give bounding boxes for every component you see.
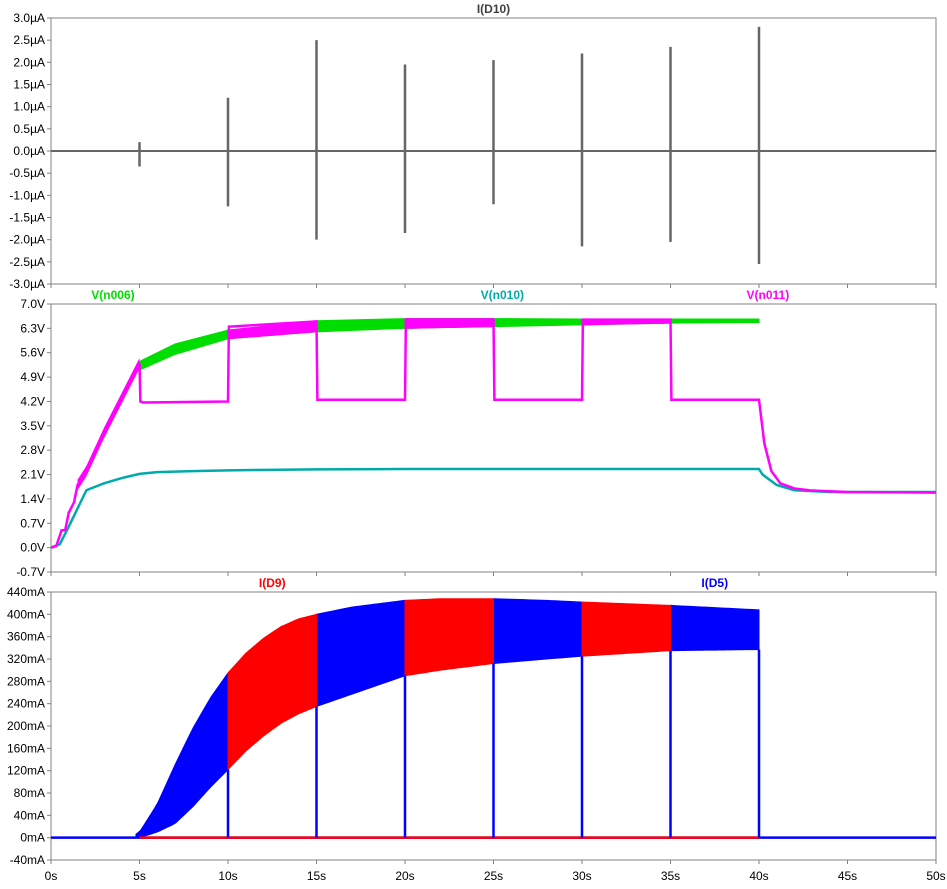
y-tick-label: 5.6V (20, 346, 45, 360)
series-i-d9-band (581, 601, 671, 657)
legend-entry: V(n011) (747, 288, 790, 302)
y-tick-label: 2.8V (20, 443, 45, 457)
x-tick-label: 5s (133, 869, 146, 883)
plot-area (51, 318, 936, 549)
y-tick-label: -2.0µA (9, 233, 45, 247)
y-tick-label: 3.0µA (13, 11, 45, 25)
x-tick-label: 25s (484, 869, 503, 883)
y-tick-label: 3.5V (20, 419, 45, 433)
legend-entry: V(n006) (91, 288, 134, 302)
y-tick-label: 400mA (7, 607, 45, 621)
y-tick-label: 0.7V (20, 516, 45, 530)
y-tick-label: -40mA (10, 853, 45, 867)
y-tick-label: 440mA (7, 585, 45, 599)
y-tick-label: 1.5µA (13, 78, 45, 92)
series-i-d5-band (670, 604, 760, 652)
y-tick-label: -1.0µA (9, 188, 45, 202)
legend-entry: I(D9) (259, 576, 286, 590)
y-tick-label: 1.0µA (13, 100, 45, 114)
y-tick-label: 80mA (14, 786, 45, 800)
y-tick-label: 4.9V (20, 370, 45, 384)
y-tick-label: 0.0V (20, 541, 45, 555)
x-tick-label: 15s (307, 869, 326, 883)
panel-current-d10: 3.0µA 2.5µA 2.0µA 1.5µA 1.0µA 0.5µA 0.0µA -0.5µ… (9, 2, 937, 291)
legend-entry: I(D5) (701, 576, 728, 590)
x-tick-label: 40s (749, 869, 768, 883)
y-tick-label: 0.0µA (13, 144, 45, 158)
series-i-d9-band (227, 613, 317, 771)
series-v-n011 (51, 318, 936, 549)
series-i-d9-band (404, 598, 494, 677)
y-tick-label: 320mA (7, 652, 45, 666)
y-tick-label: -3.0µA (9, 277, 45, 291)
x-axis: 0s 5s 10s 15s 20s 25s 30s 35s 40s 45s 50s (45, 869, 946, 883)
y-tick-label: 2.5µA (13, 33, 45, 47)
y-tick-label: 0.5µA (13, 122, 45, 136)
y-tick-label: 2.0µA (13, 55, 45, 69)
y-tick-label: 120mA (7, 764, 45, 778)
y-tick-label: 1.4V (20, 492, 45, 506)
y-tick-label: 0mA (20, 831, 45, 845)
y-tick-label: 280mA (7, 674, 45, 688)
y-tick-label: 6.3V (20, 321, 45, 335)
y-tick-label: -0.7V (16, 565, 45, 579)
legend-entry: V(n010) (481, 288, 524, 302)
y-tick-label: -1.5µA (9, 211, 45, 225)
y-tick-label: -2.5µA (9, 255, 45, 269)
panel-title: I(D10) (477, 2, 510, 16)
series-i-d5-band (135, 671, 229, 839)
panel-voltages: 7.0V 6.3V 5.6V 4.9V 4.2V 3.5V 2.8V 2.1V 1.4V 0.7V… (16, 288, 937, 579)
series-i-d5-band (493, 598, 583, 665)
x-tick-label: 30s (572, 869, 591, 883)
y-tick-label: 240mA (7, 697, 45, 711)
x-tick-label: 35s (661, 869, 680, 883)
x-tick-label: 45s (838, 869, 857, 883)
y-tick-label: -0.5µA (9, 166, 45, 180)
y-tick-label: 7.0V (20, 297, 45, 311)
x-tick-label: 50s (926, 869, 945, 883)
y-tick-label: 4.2V (20, 394, 45, 408)
x-tick-label: 0s (45, 869, 58, 883)
plot-area (51, 598, 936, 839)
series-v-n010 (51, 467, 936, 549)
x-tick-label: 10s (218, 869, 237, 883)
plot-area (51, 26, 936, 265)
y-tick-label: 160mA (7, 741, 45, 755)
y-tick-label: 40mA (14, 808, 45, 822)
x-tick-label: 20s (395, 869, 414, 883)
panel-diode-currents: 440mA 400mA 360mA 320mA 280mA 240mA 200mA 160mA… (7, 576, 937, 867)
series-i-d5-band (316, 599, 406, 708)
y-tick-label: 360mA (7, 630, 45, 644)
y-tick-label: 2.1V (20, 468, 45, 482)
y-tick-label: 200mA (7, 719, 45, 733)
